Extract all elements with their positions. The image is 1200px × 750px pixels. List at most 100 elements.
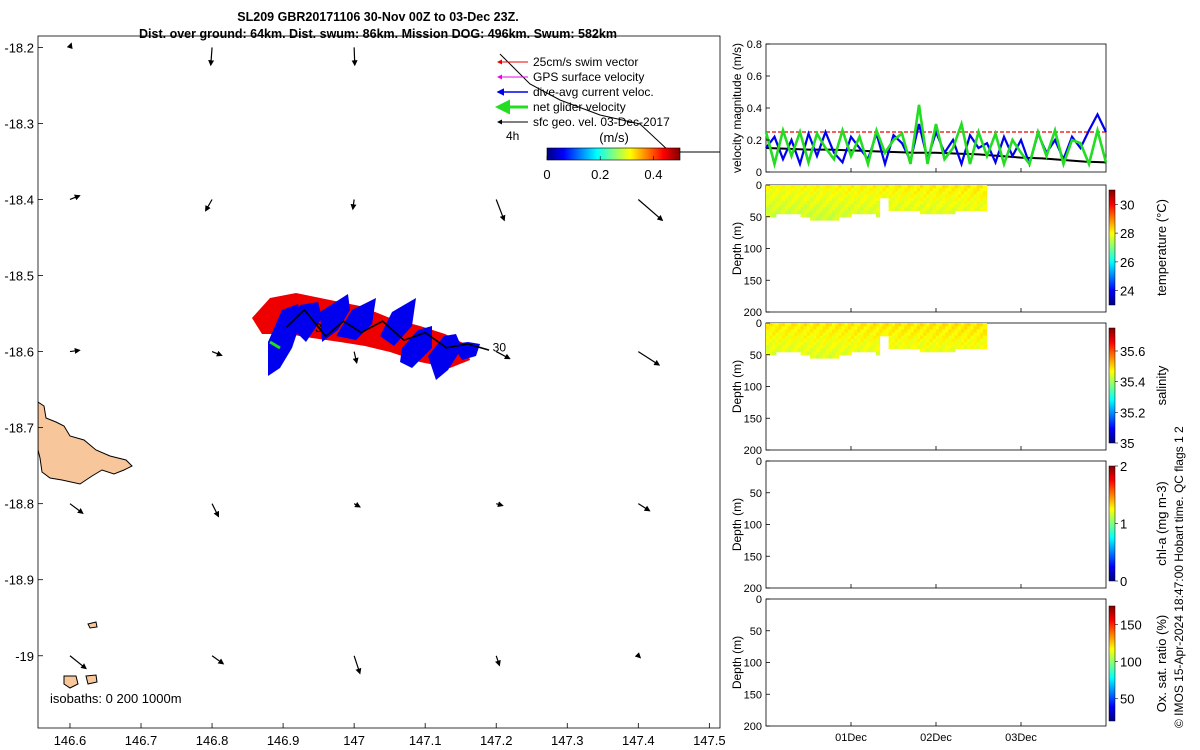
depth-data-cell bbox=[907, 323, 912, 327]
legend-gps-label: GPS surface velocity bbox=[533, 70, 644, 84]
depth-data-cell bbox=[948, 338, 953, 343]
depth-data-cell bbox=[835, 216, 840, 221]
geo-vector bbox=[208, 47, 215, 67]
depth-data-cell bbox=[938, 188, 943, 192]
depth-data-cell bbox=[869, 197, 874, 202]
depth-data-cell bbox=[813, 338, 818, 343]
depth-data-cell bbox=[769, 351, 774, 356]
vel-ytick-label: 0.4 bbox=[747, 103, 762, 115]
depth-data-cell bbox=[810, 213, 815, 218]
depth-data-cell bbox=[876, 342, 881, 346]
depth-data-cell bbox=[948, 194, 953, 199]
depth-data-cell bbox=[847, 323, 852, 327]
depth-data-cell bbox=[932, 332, 937, 337]
depth-data-cell bbox=[948, 345, 953, 349]
depth-data-cell bbox=[872, 207, 877, 211]
depth-data-cell bbox=[788, 200, 793, 205]
depth-data-cell bbox=[822, 210, 827, 215]
depth-data-cell bbox=[923, 191, 928, 196]
depth-data-cell bbox=[866, 194, 871, 199]
depth-data-cell bbox=[838, 210, 843, 215]
depth-data-cell bbox=[847, 197, 852, 202]
depth-data-cell bbox=[806, 338, 811, 343]
depth-data-cell bbox=[964, 338, 969, 343]
depth-data-cell bbox=[800, 197, 805, 202]
depth-data-cell bbox=[816, 335, 821, 340]
depth-data-cell bbox=[813, 207, 818, 211]
depth-data-cell bbox=[960, 345, 965, 349]
depth-data-cell bbox=[951, 204, 956, 208]
depth-data-cell bbox=[923, 335, 928, 340]
depth-data-cell bbox=[797, 200, 802, 205]
depth-data-cell bbox=[898, 329, 903, 334]
depth-data-cell bbox=[926, 204, 931, 208]
depth-data-cell bbox=[876, 197, 881, 202]
depth-data-cell bbox=[788, 207, 793, 211]
depth-data-cell bbox=[951, 329, 956, 334]
depth-data-cell bbox=[923, 329, 928, 334]
depth-data-cell bbox=[951, 191, 956, 196]
depth-data-cell bbox=[841, 348, 846, 353]
depth-data-cell bbox=[863, 188, 868, 192]
map-ytick-label: -19 bbox=[15, 649, 34, 664]
depth-data-cell bbox=[803, 207, 808, 211]
depth-data-cell bbox=[951, 197, 956, 202]
depth-data-cell bbox=[825, 351, 830, 356]
depth-data-cell bbox=[913, 323, 918, 327]
depth-ytick-label: 0 bbox=[756, 594, 762, 606]
depth-data-cell bbox=[904, 345, 909, 349]
depth-data-cell bbox=[945, 342, 950, 346]
depth-data-cell bbox=[838, 338, 843, 343]
colorbar-unit-label: (m/s) bbox=[599, 130, 629, 145]
depth-data-cell bbox=[784, 204, 789, 208]
depth-data-cell bbox=[800, 204, 805, 208]
depth-data-cell bbox=[794, 200, 799, 205]
depth-data-cell bbox=[923, 200, 928, 205]
depth-data-cell bbox=[828, 335, 833, 340]
depth-data-cell bbox=[948, 197, 953, 202]
depth-data-cell bbox=[844, 210, 849, 215]
depth-data-cell bbox=[970, 338, 975, 343]
depth-data-cell bbox=[828, 191, 833, 196]
depth-data-cell bbox=[769, 207, 774, 211]
depth-data-cell bbox=[863, 329, 868, 334]
depth-data-cell bbox=[850, 335, 855, 340]
depth-data-cell bbox=[954, 197, 959, 202]
depth-data-cell bbox=[923, 194, 928, 199]
depth-data-cell bbox=[860, 194, 865, 199]
depth-data-cell bbox=[813, 323, 818, 327]
depth-data-cell bbox=[979, 323, 984, 327]
depth-data-cell bbox=[784, 348, 789, 353]
depth-data-cell bbox=[938, 332, 943, 337]
depth-data-cell bbox=[951, 348, 956, 353]
depth-data-cell bbox=[788, 348, 793, 353]
depth-ytick-label: 100 bbox=[744, 244, 762, 256]
depth-data-cell bbox=[816, 191, 821, 196]
depth-data-cell bbox=[948, 188, 953, 192]
depth-data-cell bbox=[825, 216, 830, 221]
depth-data-cell bbox=[976, 332, 981, 337]
depth-data-cell bbox=[778, 326, 783, 330]
depth-data-cell bbox=[775, 188, 780, 192]
depth-data-cell bbox=[784, 338, 789, 343]
depth-data-cell bbox=[891, 329, 896, 334]
depth-data-field bbox=[766, 185, 987, 221]
depth-data-cell bbox=[766, 188, 771, 192]
depth-data-cell bbox=[860, 335, 865, 340]
depth-data-cell bbox=[872, 338, 877, 343]
depth-data-cell bbox=[920, 200, 925, 205]
depth-data-cell bbox=[863, 335, 868, 340]
map-ytick-label: -18.9 bbox=[4, 573, 34, 588]
depth-data-cell bbox=[797, 342, 802, 346]
map-xtick-label: 147.4 bbox=[622, 733, 655, 748]
geo-vector bbox=[350, 199, 357, 211]
depth-data-cell bbox=[847, 204, 852, 208]
depth-data-cell bbox=[876, 200, 881, 205]
depth-data-cell bbox=[885, 326, 890, 330]
depth-data-cell bbox=[894, 207, 899, 211]
depth-data-cell bbox=[860, 207, 865, 211]
depth-data-cell bbox=[800, 335, 805, 340]
depth-data-cell bbox=[945, 185, 950, 189]
depth-data-cell bbox=[828, 200, 833, 205]
depth-data-cell bbox=[982, 197, 987, 202]
